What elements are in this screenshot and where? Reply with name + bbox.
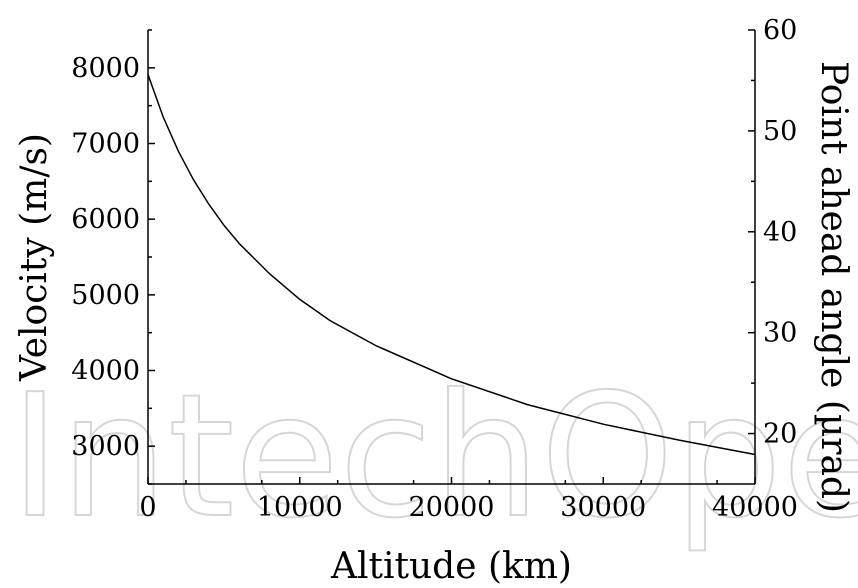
velocity-line	[147, 74, 756, 456]
y2-tick-label: 40	[763, 217, 797, 248]
y-tick-label: 4000	[71, 356, 140, 387]
x-tick-label: 10000	[257, 492, 343, 523]
watermark-text: IntechOpen	[10, 358, 858, 556]
watermark-logo: IntechOpen	[9, 357, 858, 557]
x-tick-label: 40000	[712, 492, 798, 523]
x-tick-label: 30000	[560, 492, 646, 523]
y2-tick-label: 20	[763, 419, 797, 450]
y-tick-label: 3000	[71, 431, 140, 462]
labels: 0 10000 20000 30000 40000 3000 4000 5000 6000 700…	[14, 15, 854, 587]
y-tick-label: 6000	[71, 204, 140, 235]
y-axis-title: Velocity (m/s)	[14, 133, 55, 382]
y2-tick-label: 30	[763, 318, 797, 349]
y2-tick-label: 50	[763, 116, 797, 147]
axes	[147, 29, 756, 485]
y2-axis-title: Point ahead angle (µrad)	[813, 61, 854, 513]
y2-tick-label: 60	[763, 15, 797, 46]
x-tick-label: 0	[139, 492, 156, 523]
y-tick-label: 8000	[71, 53, 140, 84]
plot-area	[147, 74, 756, 456]
x-axis-title: Altitude (km)	[330, 546, 572, 587]
x-tick-label: 20000	[409, 492, 495, 523]
y-tick-label: 7000	[71, 129, 140, 160]
y-tick-label: 5000	[71, 280, 140, 311]
